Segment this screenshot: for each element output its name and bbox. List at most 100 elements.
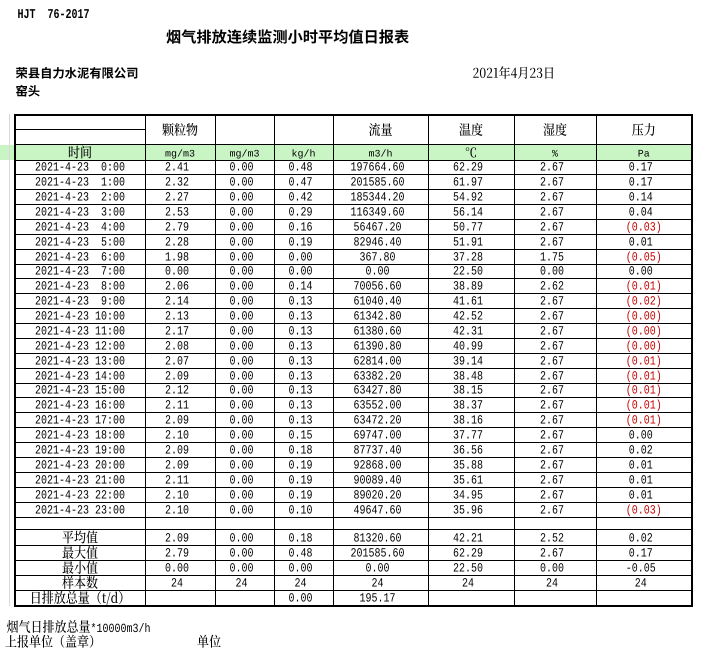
svg-text:(0.00): (0.00) [626,310,662,324]
svg-text:2.09: 2.09 [165,532,195,546]
svg-text:(0.01): (0.01) [626,384,662,398]
svg-text:0.13: 0.13 [289,355,319,369]
svg-text:2.13: 2.13 [165,310,195,324]
svg-text:197664.60: 197664.60 [351,161,411,175]
svg-text:2021-4-23 8:00: 2021-4-23 8:00 [35,280,125,294]
svg-text:(0.01): (0.01) [626,399,662,413]
svg-text:0.00: 0.00 [230,459,260,473]
svg-text:0.00: 0.00 [540,562,570,576]
svg-text:61040.40: 61040.40 [354,295,408,309]
svg-text:0.00: 0.00 [230,547,260,561]
svg-text:2.28: 2.28 [165,236,195,250]
svg-text:2.67: 2.67 [540,236,570,250]
svg-text:61.97: 61.97 [453,176,489,190]
svg-text:2.67: 2.67 [540,221,570,235]
svg-text:2.10: 2.10 [165,504,195,518]
svg-text:2.10: 2.10 [165,489,195,503]
svg-text:(0.03): (0.03) [626,504,662,518]
svg-text:0.00: 0.00 [230,489,260,503]
svg-text:2021-4-23 16:00: 2021-4-23 16:00 [35,399,125,413]
svg-text:0.47: 0.47 [289,176,319,190]
svg-text:70056.60: 70056.60 [354,280,408,294]
svg-text:0.04: 0.04 [629,206,659,220]
svg-text:92868.00: 92868.00 [354,459,408,473]
svg-text:34.95: 34.95 [453,489,489,503]
svg-text:2.06: 2.06 [165,280,195,294]
svg-text:0.00: 0.00 [230,236,260,250]
svg-text:2021-4-23 2:00: 2021-4-23 2:00 [35,191,125,205]
svg-text:2.09: 2.09 [165,414,195,428]
svg-text:0.17: 0.17 [629,176,659,190]
svg-text:56467.20: 56467.20 [354,221,408,235]
svg-text:2.41: 2.41 [165,161,195,175]
svg-text:0.00: 0.00 [230,504,260,518]
svg-text:2.67: 2.67 [540,414,570,428]
svg-text:mg/m3: mg/m3 [230,148,260,160]
svg-text:24: 24 [171,577,189,591]
svg-text:2021-4-23 18:00: 2021-4-23 18:00 [35,429,125,443]
svg-text:0.00: 0.00 [230,474,260,488]
svg-text:2.67: 2.67 [540,191,570,205]
svg-text:24: 24 [462,577,480,591]
svg-text:62814.00: 62814.00 [354,355,408,369]
svg-text:0.17: 0.17 [629,161,659,175]
svg-text:2021-4-23 22:00: 2021-4-23 22:00 [35,489,125,503]
svg-text:2.52: 2.52 [540,532,570,546]
svg-text:0.01: 0.01 [629,489,659,503]
svg-text:0.02: 0.02 [629,532,659,546]
svg-text:0.00: 0.00 [230,191,260,205]
svg-text:61342.80: 61342.80 [354,310,408,324]
svg-text:%: % [552,149,558,160]
svg-text:22.50: 22.50 [453,562,489,576]
svg-text:37.77: 37.77 [453,429,489,443]
svg-text:2.14: 2.14 [165,295,195,309]
svg-text:38.48: 38.48 [453,370,489,384]
svg-text:(0.03): (0.03) [626,221,662,235]
svg-text:24: 24 [236,577,254,591]
svg-text:(0.01): (0.01) [626,370,662,384]
svg-text:42.21: 42.21 [453,532,489,546]
svg-text:2.17: 2.17 [165,325,195,339]
svg-text:2021-4-23 7:00: 2021-4-23 7:00 [35,265,125,279]
svg-text:0.00: 0.00 [540,265,570,279]
svg-text:0.01: 0.01 [629,459,659,473]
svg-text:2021-4-23 21:00: 2021-4-23 21:00 [35,474,125,488]
svg-text:m3/h: m3/h [369,148,393,160]
svg-text:35.96: 35.96 [453,504,489,518]
svg-text:69747.00: 69747.00 [354,429,408,443]
svg-text:24: 24 [546,577,564,591]
svg-text:0.00: 0.00 [230,325,260,339]
svg-text:2021-4-23 14:00: 2021-4-23 14:00 [35,370,125,384]
svg-text:367.80: 367.80 [360,251,402,265]
svg-text:2021-4-23 13:00: 2021-4-23 13:00 [35,355,125,369]
svg-text:51.91: 51.91 [453,236,489,250]
svg-text:0.00: 0.00 [230,532,260,546]
svg-text:0.13: 0.13 [289,295,319,309]
svg-text:0.00: 0.00 [230,161,260,175]
svg-text:0.00: 0.00 [230,562,260,576]
svg-text:2021-4-23 4:00: 2021-4-23 4:00 [35,221,125,235]
svg-text:0.13: 0.13 [289,310,319,324]
svg-text:2.67: 2.67 [540,176,570,190]
svg-text:42.31: 42.31 [453,325,489,339]
svg-text:2.67: 2.67 [540,459,570,473]
svg-text:0.14: 0.14 [629,191,659,205]
svg-text:0.00: 0.00 [165,265,195,279]
svg-text:35.88: 35.88 [453,459,489,473]
svg-text:62.29: 62.29 [453,547,489,561]
svg-text:0.00: 0.00 [230,206,260,220]
svg-text:2.67: 2.67 [540,325,570,339]
svg-text:kg/h: kg/h [292,148,316,160]
svg-text:49647.60: 49647.60 [354,504,408,518]
svg-text:0.00: 0.00 [629,265,659,279]
svg-text:2021-4-23 17:00: 2021-4-23 17:00 [35,414,125,428]
svg-text:*10000m3/h: *10000m3/h [91,622,151,636]
svg-text:mg/m3: mg/m3 [165,148,195,160]
svg-text:0.29: 0.29 [289,206,319,220]
svg-text:2.10: 2.10 [165,429,195,443]
svg-text:38.37: 38.37 [453,399,489,413]
svg-text:(0.01): (0.01) [626,355,662,369]
svg-text:0.00: 0.00 [230,429,260,443]
svg-text:(0.00): (0.00) [626,340,662,354]
svg-text:0.01: 0.01 [629,236,659,250]
